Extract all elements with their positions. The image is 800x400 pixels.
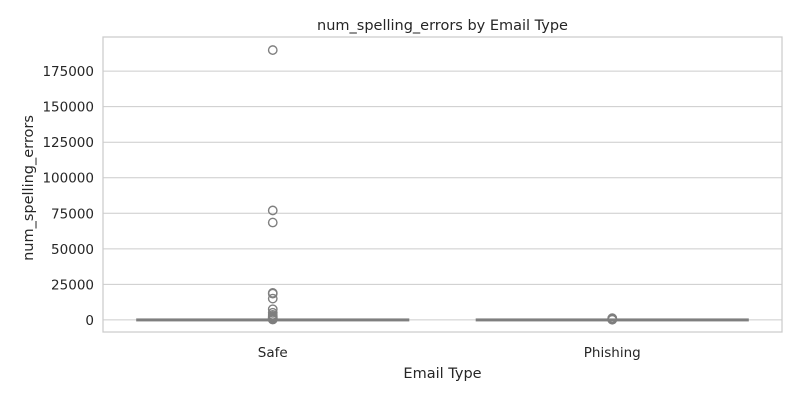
outlier-point [267, 45, 278, 55]
box-plots [136, 45, 749, 325]
chart-title: num_spelling_errors by Email Type [317, 18, 568, 34]
box-group-safe [136, 45, 410, 325]
outlier-point [267, 293, 278, 304]
y-tick-label: 0 [85, 313, 94, 329]
y-tick-label: 150000 [42, 100, 94, 116]
y-tick-label: 50000 [51, 242, 94, 258]
y-tick-label: 25000 [51, 277, 94, 293]
x-tick-label: Phishing [584, 345, 641, 361]
grid-lines [103, 70, 782, 321]
y-tick-labels: 0 25000 50000 75000 100000 125000 150000 175000 [42, 64, 94, 329]
outlier-point [607, 314, 618, 325]
y-tick-label: 175000 [42, 64, 94, 80]
box-group-phishing [475, 313, 749, 325]
outlier-point [267, 314, 278, 325]
plot-area-frame [102, 36, 783, 333]
x-tick-labels: Safe Phishing [258, 345, 641, 361]
y-tick-label: 75000 [51, 206, 94, 222]
outlier-point [267, 217, 278, 228]
y-tick-label: 125000 [42, 135, 94, 151]
y-tick-label: 100000 [42, 171, 94, 187]
x-tick-label: Safe [258, 345, 288, 361]
y-axis-label: num_spelling_errors [21, 115, 37, 261]
x-axis-label: Email Type [403, 366, 481, 382]
outlier-point [267, 205, 278, 216]
outlier-point [267, 288, 278, 299]
